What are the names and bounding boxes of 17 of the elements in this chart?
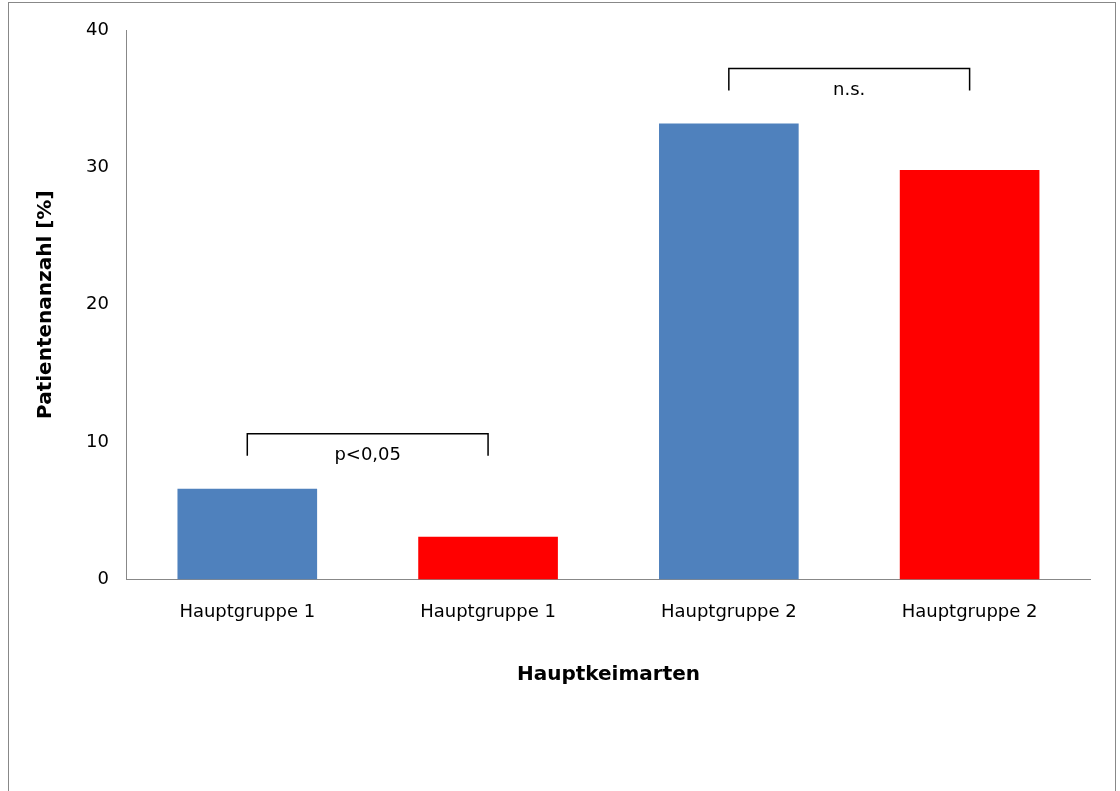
y-tick-label: 0	[97, 567, 109, 589]
bar	[177, 488, 318, 580]
x-axis-title: Hauptkeimarten	[516, 661, 701, 686]
y-tick-label: 10	[86, 429, 109, 451]
y-tick-label: 30	[86, 155, 109, 177]
annotation: n.s.	[833, 78, 866, 100]
x-tick-label: Hauptgruppe 1	[420, 599, 556, 621]
y-tick-label: 40	[86, 17, 109, 39]
bar	[899, 170, 1040, 580]
y-axis-title: Patientenanzahl [%]	[32, 190, 57, 419]
annotation: p<0,05	[334, 443, 401, 465]
x-tick-label: Hauptgruppe 1	[179, 599, 316, 621]
bar	[418, 536, 558, 580]
x-tick-label: Hauptgruppe 2	[901, 599, 1038, 621]
bar	[659, 123, 799, 580]
y-tick-label: 20	[86, 292, 109, 314]
x-tick-label: Hauptgruppe 2	[660, 599, 797, 621]
